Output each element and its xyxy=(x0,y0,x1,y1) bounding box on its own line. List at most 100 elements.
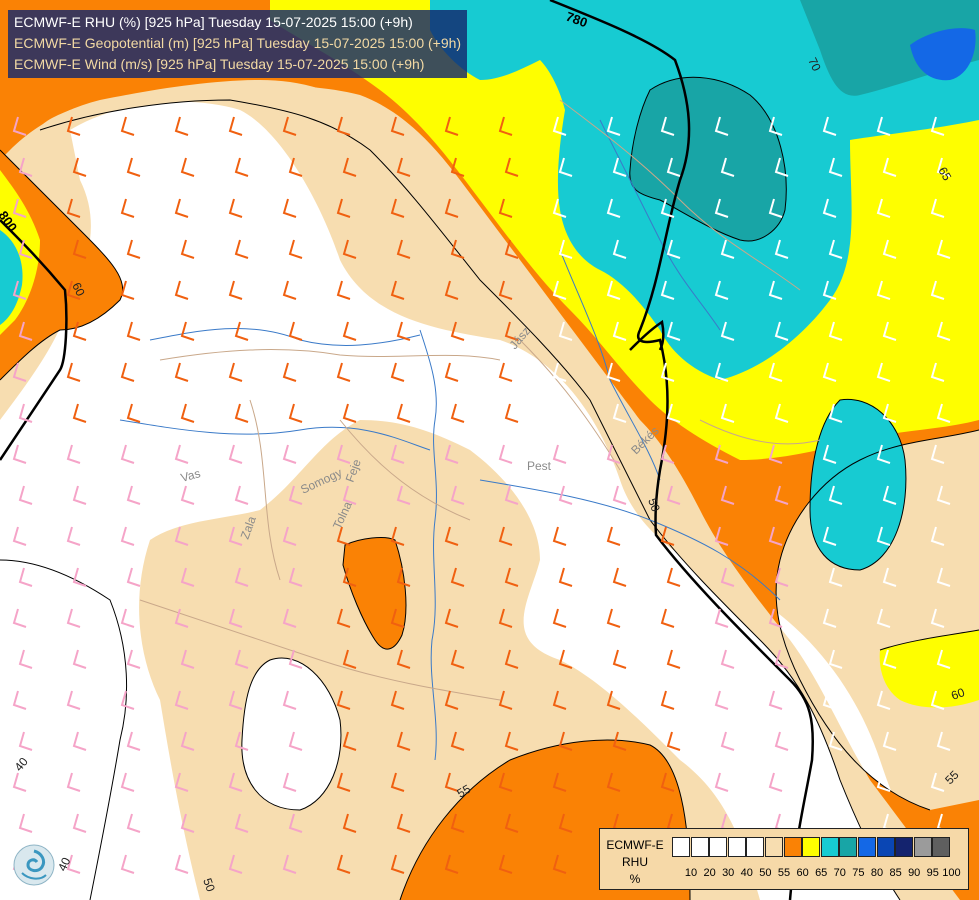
wind-barb xyxy=(174,608,189,628)
wind-barb xyxy=(828,567,843,587)
wind-barb xyxy=(930,772,945,792)
wind-barb xyxy=(282,444,297,464)
wind-barb xyxy=(12,116,27,136)
wind-barb xyxy=(720,567,735,587)
wind-barb xyxy=(774,731,789,751)
wind-barb xyxy=(768,116,783,136)
wind-barb xyxy=(66,690,81,710)
wind-barb xyxy=(282,280,297,300)
wind-barb xyxy=(714,772,729,792)
wind-barb xyxy=(660,198,675,218)
wind-barb xyxy=(282,690,297,710)
wind-barb xyxy=(12,608,27,628)
wind-barb xyxy=(876,444,891,464)
wind-barb xyxy=(828,649,843,669)
wind-barb xyxy=(234,157,249,177)
wind-barb xyxy=(504,731,519,751)
wind-barb xyxy=(72,813,87,833)
wind-barb xyxy=(552,690,567,710)
wind-barb xyxy=(66,854,81,874)
wind-barb xyxy=(126,157,141,177)
place-vas: Vas xyxy=(179,466,202,485)
wind-barb xyxy=(552,608,567,628)
wind-barb xyxy=(288,731,303,751)
legend-title-line1: ECMWF-E xyxy=(606,838,664,852)
wind-barb xyxy=(444,280,459,300)
wind-barb xyxy=(714,608,729,628)
wind-barb xyxy=(876,526,891,546)
wind-barb xyxy=(336,116,351,136)
wind-barb xyxy=(120,198,135,218)
legend-swatch xyxy=(746,837,765,857)
wind-barb xyxy=(234,239,249,259)
wind-barb xyxy=(828,485,843,505)
wind-barb xyxy=(234,649,249,669)
wind-barb xyxy=(126,813,141,833)
wind-barb xyxy=(18,731,33,751)
wind-barb xyxy=(18,321,33,341)
wind-barb xyxy=(930,690,945,710)
wind-barb xyxy=(558,567,573,587)
legend-tick-label: 75 xyxy=(852,867,865,879)
wind-barb xyxy=(234,813,249,833)
wind-barb xyxy=(282,198,297,218)
wind-barb xyxy=(930,608,945,628)
wind-barb xyxy=(390,772,405,792)
legend-swatch xyxy=(876,837,895,857)
wind-barb xyxy=(552,280,567,300)
wind-barb xyxy=(714,116,729,136)
wind-barb xyxy=(12,280,27,300)
wind-barb xyxy=(612,731,627,751)
wind-barb xyxy=(288,567,303,587)
wind-barb xyxy=(390,198,405,218)
wind-barb xyxy=(774,321,789,341)
rhu-contours xyxy=(0,76,979,900)
wind-barb xyxy=(72,239,87,259)
wind-barb xyxy=(774,239,789,259)
wind-barb xyxy=(180,731,195,751)
legend-swatch xyxy=(932,837,951,857)
wind-barb xyxy=(180,813,195,833)
wind-barb xyxy=(288,485,303,505)
wind-barb xyxy=(720,321,735,341)
wind-barb xyxy=(450,321,465,341)
wind-barb xyxy=(768,362,783,382)
wind-barb xyxy=(660,690,675,710)
wind-barb xyxy=(936,485,951,505)
wind-barb xyxy=(120,854,135,874)
wind-barb xyxy=(714,526,729,546)
wind-barb xyxy=(120,116,135,136)
wind-barb xyxy=(12,362,27,382)
rhu-label-55-bottom: 55 xyxy=(455,782,474,801)
wind-barb xyxy=(612,567,627,587)
wind-barb xyxy=(444,362,459,382)
wind-barb xyxy=(336,362,351,382)
legend-title: ECMWF-E RHU % xyxy=(604,837,666,888)
wind-barb xyxy=(120,772,135,792)
wind-barb xyxy=(768,690,783,710)
wind-barb xyxy=(720,403,735,423)
wind-barb xyxy=(720,485,735,505)
wind-barb xyxy=(498,854,513,874)
wind-barb xyxy=(822,198,837,218)
wind-barb xyxy=(504,813,519,833)
wind-barb xyxy=(174,772,189,792)
wind-barb xyxy=(876,280,891,300)
wind-barb xyxy=(72,567,87,587)
wind-barb xyxy=(552,444,567,464)
wind-barb xyxy=(444,608,459,628)
wind-barb xyxy=(450,649,465,669)
wind-barb xyxy=(66,444,81,464)
wind-barb xyxy=(930,198,945,218)
legend-tick-label: 50 xyxy=(759,867,772,879)
wind-barb xyxy=(558,813,573,833)
wind-barb xyxy=(822,116,837,136)
wind-barb xyxy=(174,116,189,136)
rhu-65-area-east xyxy=(879,630,979,708)
wind-barb xyxy=(126,731,141,751)
wind-barb xyxy=(828,321,843,341)
wind-barb xyxy=(774,567,789,587)
wind-barb xyxy=(552,772,567,792)
wind-barb xyxy=(66,280,81,300)
wind-barb xyxy=(606,362,621,382)
